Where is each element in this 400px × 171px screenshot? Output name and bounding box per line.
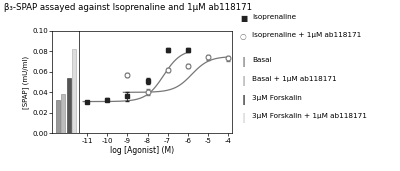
Text: Isoprenaline: Isoprenaline [252,14,296,20]
Text: Basal: Basal [252,57,272,63]
Text: Isoprenaline + 1μM ab118171: Isoprenaline + 1μM ab118171 [252,32,361,38]
Bar [67,78,71,133]
Bar [62,94,66,133]
Bar [56,100,60,133]
Y-axis label: [SPAP] (mU/ml): [SPAP] (mU/ml) [22,56,29,109]
Bar [72,49,76,133]
Text: 3μM Forskalin: 3μM Forskalin [252,95,302,101]
Text: ❙: ❙ [240,57,248,67]
Text: 3μM Forskalin + 1μM ab118171: 3μM Forskalin + 1μM ab118171 [252,113,367,119]
Text: ❙: ❙ [240,113,248,123]
Text: ○: ○ [240,32,247,42]
X-axis label: log [Agonist] (M): log [Agonist] (M) [110,146,174,155]
Text: Basal + 1μM ab118171: Basal + 1μM ab118171 [252,76,337,82]
Text: ❙: ❙ [240,76,248,86]
Text: β₃-SPAP assayed against Isoprenaline and 1μM ab118171: β₃-SPAP assayed against Isoprenaline and… [4,3,252,12]
Text: ❙: ❙ [240,95,248,104]
Text: ■: ■ [240,14,247,23]
